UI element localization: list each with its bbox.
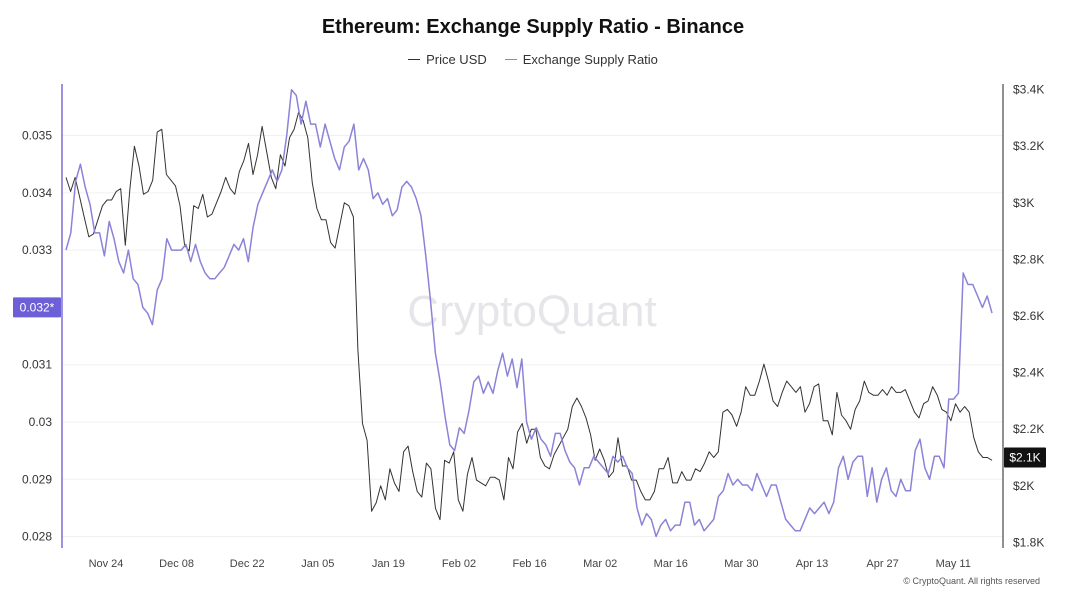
right-tick-label: $2K (1013, 479, 1034, 493)
legend: Price USD Exchange Supply Ratio (0, 52, 1066, 67)
legend-item-price[interactable]: Price USD (408, 52, 487, 67)
legend-label-ratio: Exchange Supply Ratio (522, 52, 658, 67)
x-tick-label: Feb 16 (512, 558, 546, 570)
chart-title: Ethereum: Exchange Supply Ratio - Binanc… (321, 16, 745, 38)
legend-label-price: Price USD (426, 52, 487, 67)
price-usd-line (65, 111, 993, 521)
left-tick-label: 0.028 (22, 530, 52, 544)
right-current-badge-label: $2.1K (1009, 450, 1040, 464)
right-tick-label: $3K (1013, 196, 1034, 210)
left-tick-label: 0.029 (22, 472, 52, 486)
current-value-badges: 0.032* $2.1K (13, 297, 1046, 468)
right-current-badge-bg (1004, 447, 1046, 468)
watermark: CryptoQuant (407, 287, 656, 336)
left-axis: 0.028 0.029 0.03 0.031 0.033 0.034 0.035 (22, 129, 52, 544)
x-tick-label: Mar 30 (724, 558, 758, 570)
x-tick-label: Dec 22 (230, 558, 265, 570)
x-tick-label: Jan 19 (372, 558, 405, 570)
exchange-supply-ratio-line (65, 88, 993, 538)
right-tick-label: $2.8K (1013, 252, 1044, 266)
x-tick-label: Nov 24 (89, 558, 124, 570)
right-tick-label: $2.2K (1013, 422, 1044, 436)
left-tick-label: 0.03 (29, 415, 53, 429)
right-tick-label: $3.4K (1013, 83, 1044, 97)
right-tick-label: $1.8K (1013, 535, 1044, 549)
left-tick-label: 0.034 (22, 186, 52, 200)
x-axis: Nov 24 Dec 08 Dec 22 Jan 05 Jan 19 Feb 02 Feb … (89, 558, 971, 570)
x-tick-label: May 11 (936, 558, 971, 570)
right-tick-label: $2.4K (1013, 366, 1044, 380)
x-tick-label: Apr 13 (796, 558, 828, 570)
series-lines (65, 88, 993, 538)
x-tick-label: Feb 02 (442, 558, 476, 570)
x-tick-label: Dec 08 (159, 558, 194, 570)
x-tick-label: Apr 27 (866, 558, 898, 570)
right-tick-label: $2.6K (1013, 309, 1044, 323)
legend-swatch-price (408, 59, 421, 60)
x-tick-label: Mar 02 (583, 558, 617, 570)
legend-swatch-ratio (504, 59, 517, 60)
left-tick-label: 0.033 (22, 243, 52, 257)
right-axis: $1.8K $2K $2.2K $2.4K $2.6K $2.8K $3K $3.2K $3.4… (1013, 83, 1044, 550)
right-tick-label: $3.2K (1013, 139, 1044, 153)
x-tick-label: Jan 05 (301, 558, 334, 570)
left-current-badge-bg (13, 297, 61, 318)
left-current-badge-label: 0.032* (20, 300, 55, 314)
copyright-text: © CryptoQuant. All rights reserved (903, 576, 1040, 586)
x-tick-label: Mar 16 (654, 558, 688, 570)
legend-item-ratio[interactable]: Exchange Supply Ratio (504, 52, 658, 67)
left-tick-label: 0.035 (22, 129, 52, 143)
left-tick-label: 0.031 (22, 358, 52, 372)
